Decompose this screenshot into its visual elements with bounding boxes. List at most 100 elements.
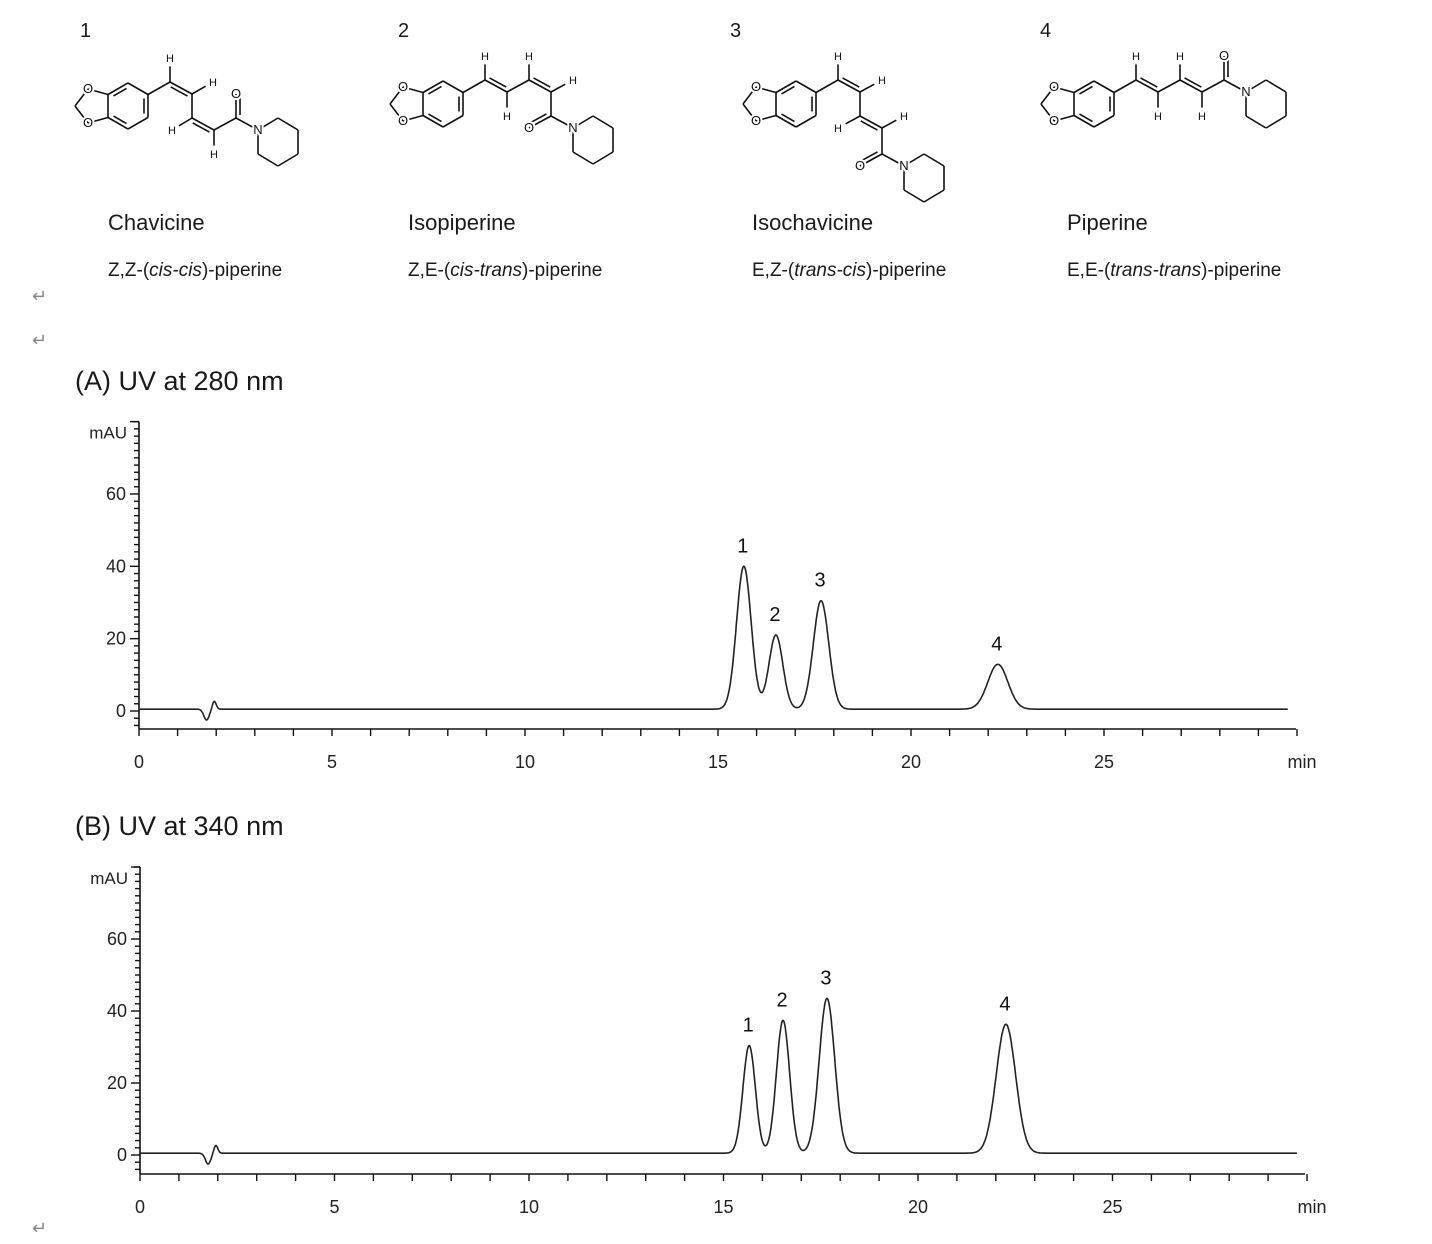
chromatogram-a: 0 20 40 60 mAU 0 5 10 15 20 25 min 1 2 3 4	[89, 420, 1317, 772]
bond	[1040, 103, 1055, 122]
bond	[1265, 115, 1287, 129]
compound-name: Piperine	[1067, 210, 1148, 235]
bond	[775, 80, 797, 94]
bond	[903, 153, 925, 167]
bond	[74, 88, 89, 107]
atom-label: O	[231, 86, 241, 101]
bond	[178, 117, 193, 127]
bond	[1157, 79, 1181, 93]
bond	[859, 115, 883, 129]
isomer-config: trans-cis	[794, 260, 867, 281]
bond	[592, 115, 614, 129]
bond	[742, 103, 757, 122]
atom-label: O	[751, 113, 761, 128]
bond	[1093, 114, 1115, 128]
x-axis-label: min	[1287, 752, 1316, 772]
bond	[1201, 79, 1225, 93]
atom-label: H	[1198, 111, 1206, 123]
bond	[87, 88, 109, 96]
bond	[1079, 85, 1093, 95]
bond	[529, 113, 547, 124]
compound-number: 4	[1040, 20, 1052, 42]
atom-label: H	[481, 51, 489, 63]
chemical-structures: O O O N H H H H O O O N H H H H O O O N H H H H O O O N H H H H	[74, 46, 1287, 203]
bond	[881, 153, 905, 167]
x-axis-label: min	[1297, 1197, 1326, 1217]
bond	[528, 115, 552, 129]
x-tick-label: 10	[519, 1197, 539, 1217]
bond	[815, 79, 839, 94]
bond	[213, 117, 237, 131]
x-tick-label: 0	[134, 752, 144, 772]
bond	[1140, 77, 1158, 88]
bond	[1245, 79, 1267, 93]
bond	[781, 85, 795, 95]
bond	[192, 122, 210, 133]
atom-label: H	[1132, 51, 1140, 63]
chromatogram-trace	[140, 997, 1297, 1165]
bond	[147, 81, 171, 96]
x-tick-label: 5	[327, 752, 337, 772]
bond	[923, 189, 945, 203]
bond	[484, 79, 508, 93]
isomer-suffix: )-piperine	[201, 260, 283, 281]
bond	[550, 83, 566, 93]
y-tick-label: 20	[106, 629, 126, 649]
bond	[781, 113, 795, 123]
compound-name: Isopiperine	[408, 210, 516, 235]
x-tick-label: 5	[329, 1197, 339, 1217]
atom-label: N	[568, 120, 577, 135]
bond	[528, 79, 552, 93]
peak-label: 3	[814, 570, 825, 592]
atom-label: N	[253, 122, 262, 137]
isomer-suffix: )-piperine	[522, 260, 603, 281]
bond	[462, 79, 486, 94]
atom-label: H	[878, 75, 886, 87]
bond	[795, 114, 817, 128]
bond	[572, 115, 594, 129]
bond	[422, 114, 444, 128]
bond	[550, 115, 574, 129]
bond	[402, 114, 424, 122]
bond	[742, 86, 757, 105]
atom-label: H	[834, 123, 842, 135]
bond	[1179, 79, 1203, 93]
bond	[191, 117, 215, 131]
atom-label: H	[834, 51, 842, 63]
atom-label: H	[210, 149, 218, 161]
bond	[923, 153, 945, 167]
bond	[428, 113, 442, 123]
bond	[1223, 79, 1247, 93]
bond	[1053, 86, 1075, 94]
bond	[1079, 113, 1093, 123]
atom-label: O	[1049, 113, 1059, 128]
bond	[442, 80, 464, 94]
bond	[442, 114, 464, 128]
atom-label: O	[1219, 48, 1229, 63]
bond	[592, 151, 614, 165]
bond	[389, 86, 404, 105]
atom-label: H	[525, 51, 533, 63]
bond	[860, 120, 878, 131]
isomer-prefix: Z,E-(	[408, 260, 451, 281]
bond	[87, 116, 109, 124]
bond	[842, 77, 860, 88]
atom-label: H	[569, 75, 577, 87]
bond	[422, 80, 444, 94]
chromatogram-trace	[139, 565, 1288, 721]
isomer-prefix: E,Z-(	[752, 260, 795, 281]
x-tick-label: 0	[135, 1197, 145, 1217]
bond	[859, 83, 875, 93]
bond	[1073, 80, 1095, 94]
x-tick-label: 25	[1094, 752, 1114, 772]
isomer-suffix: )-piperine	[1201, 260, 1282, 281]
bond	[533, 77, 551, 88]
bond	[170, 86, 188, 97]
bond	[74, 105, 89, 124]
compound-isomer: E,Z-(trans-cis)-piperine	[752, 260, 946, 282]
bond	[127, 82, 149, 96]
atom-label: O	[751, 79, 761, 94]
peak-label: 4	[991, 633, 1002, 655]
atom-label: O	[524, 120, 534, 135]
